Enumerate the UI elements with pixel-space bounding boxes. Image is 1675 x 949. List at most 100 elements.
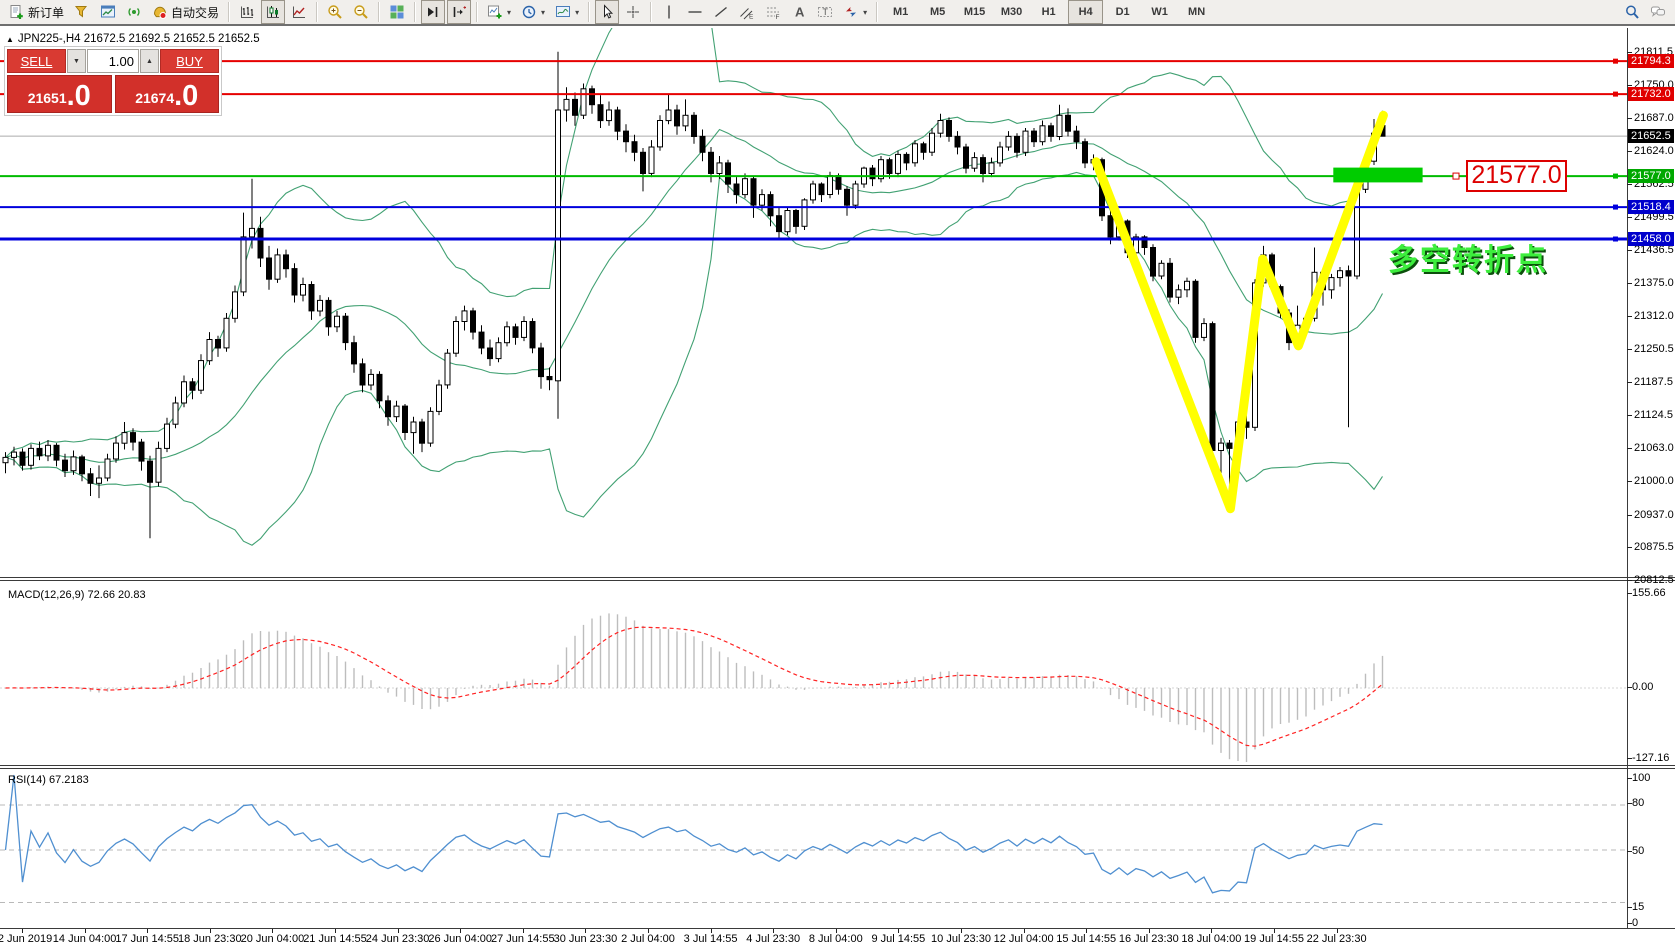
turning-point-annotation[interactable]: 多空转折点 (1388, 244, 1548, 277)
toolbar-separator (476, 2, 479, 22)
text-button[interactable]: A (787, 0, 811, 24)
candlestick-chart-button[interactable] (261, 0, 286, 24)
time-tick-mark (961, 929, 962, 933)
rsi-panel-canvas[interactable] (0, 769, 1627, 928)
trendline-button[interactable] (709, 0, 733, 24)
vertical-line-button[interactable] (657, 0, 681, 24)
signal-button[interactable] (122, 0, 146, 24)
time-tick-mark (397, 929, 399, 933)
chart-shift-button[interactable] (447, 0, 472, 24)
level-anchor[interactable] (1613, 173, 1618, 179)
sell-button[interactable]: SELL (7, 49, 66, 73)
text-label-button[interactable]: T (813, 0, 837, 24)
price-tick-mark (1627, 316, 1632, 318)
rsi-axis-label: 80 (1632, 797, 1645, 809)
volume-increase-button[interactable]: ▲ (140, 49, 159, 73)
macd-histogram (4, 613, 1384, 762)
level-anchor[interactable] (1613, 204, 1618, 210)
timeframe-M5-button[interactable]: M5 (929, 6, 946, 18)
time-axis-label: 12 Jul 04:00 (993, 933, 1054, 945)
level-anchor[interactable] (1613, 91, 1618, 97)
timeframe-H1-button[interactable]: H1 (1041, 6, 1056, 18)
price-tick-label: 21187.5 (1634, 376, 1673, 389)
toolbar-separator (650, 2, 653, 22)
zoom-in-button[interactable] (323, 0, 347, 24)
periods-button[interactable]: ▾ (517, 0, 549, 24)
main-chart-canvas[interactable] (0, 28, 1627, 578)
chart-symbol-title: ▲ JPN225-,H4 21672.5 21692.5 21652.5 216… (6, 33, 260, 45)
panel-separator[interactable] (0, 765, 1675, 769)
search-icon (1626, 5, 1639, 19)
sell-price-display[interactable]: 21651.0 (7, 75, 112, 113)
time-axis-label: 21 Jun 14:55 (303, 933, 367, 945)
time-axis-label: 30 Jun 23:30 (553, 933, 618, 945)
timeframe-H4-button[interactable]: H4 (1068, 0, 1104, 24)
fibonacci-button[interactable]: F (761, 0, 785, 24)
highlight-rectangle[interactable] (1333, 167, 1423, 183)
price-tick-mark (1627, 447, 1632, 449)
zigzag-trendline[interactable] (1091, 110, 1388, 514)
collapse-arrow-icon[interactable]: ▲ (6, 34, 14, 44)
scroll-to-end-icon (428, 7, 438, 17)
new-order-button[interactable]: 新订单 (5, 0, 68, 24)
toolbar-separator (228, 2, 231, 22)
cursor-icon (604, 4, 614, 19)
annotation-anchor[interactable] (1452, 172, 1460, 180)
arrows-button[interactable]: ▾ (839, 0, 871, 24)
panel-separator[interactable] (0, 577, 1675, 581)
funnel-button[interactable] (70, 0, 94, 24)
zoom-in-icon (328, 5, 342, 19)
level-anchor[interactable] (1613, 58, 1618, 64)
crosshair-button[interactable] (621, 0, 645, 24)
tile-windows-button[interactable] (385, 0, 409, 24)
search-button[interactable] (1620, 0, 1644, 24)
macd-panel-canvas[interactable] (0, 581, 1627, 765)
rsi-indicator-label: RSI(14) 67.2183 (8, 774, 89, 786)
time-tick-mark (835, 929, 837, 933)
equidistant-channel-button[interactable]: E (735, 0, 759, 24)
price-tag-21577.0: 21577.0 (1628, 169, 1674, 184)
arrow-tools-icon (846, 7, 857, 17)
time-axis-label: 15 Jul 14:55 (1056, 933, 1117, 945)
price-level-annotation[interactable]: 21577.0 (1466, 160, 1567, 192)
price-tag-21732.0: 21732.0 (1628, 87, 1674, 102)
svg-text:E: E (749, 14, 754, 21)
timeframe-M1-button[interactable]: M1 (892, 6, 909, 18)
toolbar-separator (414, 2, 417, 22)
price-tick-mark (1627, 547, 1632, 549)
market-watch-button[interactable] (96, 0, 120, 24)
macd-indicator-label: MACD(12,26,9) 72.66 20.83 (8, 589, 146, 601)
scroll-to-end-button[interactable] (421, 0, 446, 24)
template-button[interactable]: ▾ (551, 0, 583, 24)
volume-decrease-button[interactable]: ▼ (67, 49, 86, 73)
chat-button[interactable] (1646, 0, 1670, 24)
time-axis-label: 26 Jun 04:00 (428, 933, 492, 945)
timeframe-W1-button[interactable]: W1 (1151, 6, 1168, 18)
buy-price-display[interactable]: 21674.0 (114, 75, 219, 113)
rsi-tick-mark (1627, 778, 1632, 779)
timeframe-M30-button[interactable]: M30 (1000, 6, 1023, 18)
time-axis-label: 24 Jun 23:30 (365, 933, 430, 945)
autotrading-button[interactable]: 自动交易 (148, 0, 223, 24)
macd-signal-line (5, 626, 1383, 747)
buy-button[interactable]: BUY (160, 49, 219, 73)
add-indicator-button[interactable]: ▾ (483, 0, 515, 24)
volume-input[interactable] (87, 49, 139, 73)
bar-chart-button[interactable] (235, 0, 259, 24)
price-tick-label: 21250.5 (1634, 342, 1674, 355)
price-tick-mark (1627, 151, 1632, 153)
timeframe-MN-button[interactable]: MN (1188, 6, 1206, 18)
time-axis-label: 14 Jun 04:00 (52, 933, 117, 945)
time-axis-label: 4 Jul 23:30 (746, 933, 801, 945)
line-chart-button[interactable] (287, 0, 311, 24)
svg-text:F: F (776, 14, 780, 20)
horizontal-line-button[interactable] (683, 0, 707, 24)
cursor-button[interactable] (595, 0, 620, 24)
zoom-out-button[interactable] (349, 0, 373, 24)
period-clock-icon (522, 5, 536, 19)
level-anchor[interactable] (1613, 236, 1618, 242)
timeframe-M15-button[interactable]: M15 (963, 6, 986, 18)
timeframe-D1-button[interactable]: D1 (1115, 6, 1130, 18)
time-tick-mark (1148, 929, 1150, 933)
